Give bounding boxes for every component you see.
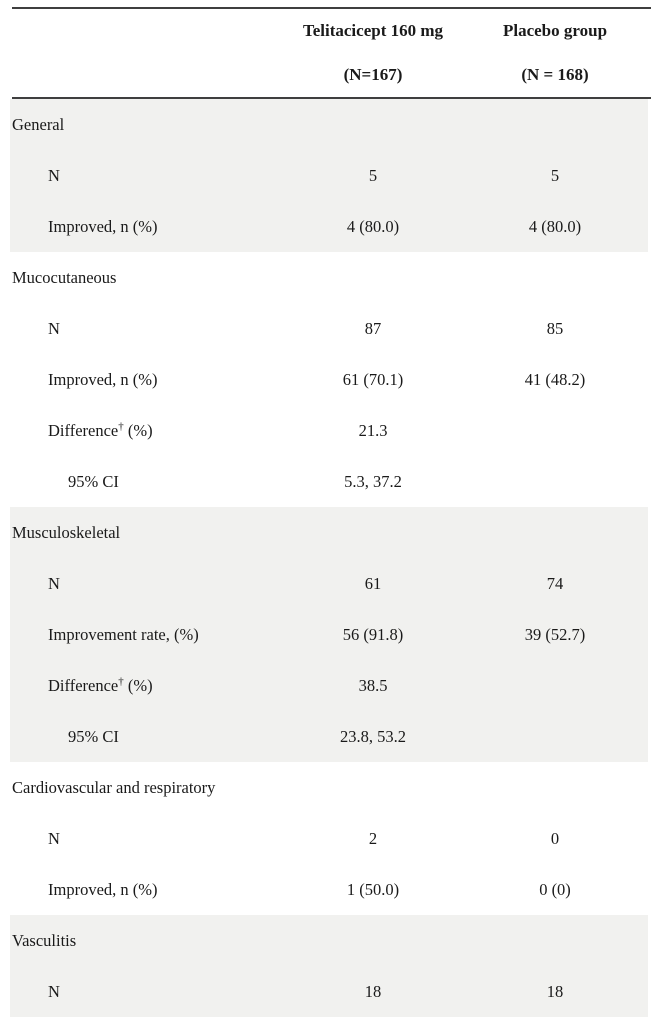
row-label: N: [10, 166, 293, 186]
section-header-row: Mucocutaneous: [10, 252, 648, 303]
section-title: Cardiovascular and respiratory: [12, 777, 216, 797]
row-label-text: Improved, n (%): [48, 216, 158, 236]
value-cell-telitacicept: 2: [368, 828, 378, 848]
table-section-general: General N 5 5 Improved, n (%) 4 (80.0) 4 (80.0…: [10, 99, 648, 252]
section-title: Mucocutaneous: [12, 267, 117, 287]
table-header: Telitacicept 160 mg Placebo group (N=167…: [10, 9, 648, 97]
dagger-superscript: †: [118, 675, 124, 687]
header-row-group-names: Telitacicept 160 mg Placebo group: [10, 9, 648, 53]
row-label: Improved, n (%): [10, 370, 293, 390]
column-subheader-placebo-n: (N = 168): [521, 65, 589, 84]
row-label-text: N: [48, 828, 60, 848]
table-row: Improved, n (%) 4 (80.0) 4 (80.0): [10, 201, 648, 252]
value-cell-placebo: 4 (80.0): [528, 216, 582, 236]
row-label-text: Improvement rate, (%): [48, 624, 199, 644]
row-label-text: 95% CI: [68, 471, 119, 491]
value-cell-telitacicept: 5: [368, 165, 378, 185]
row-label-text: N: [48, 318, 60, 338]
value-cell-placebo: 85: [546, 318, 564, 338]
row-label-text: Difference: [48, 675, 119, 695]
value-cell-telitacicept: 38.5: [358, 675, 388, 695]
value-cell-placebo: 41 (48.2): [524, 369, 586, 389]
row-label: Improved, n (%): [10, 217, 293, 237]
value-cell-placebo: 74: [546, 573, 564, 593]
section-title: General: [12, 114, 65, 134]
row-label-text: 95% CI: [68, 726, 119, 746]
row-label: N: [10, 319, 293, 339]
table-row: 95% CI 5.3, 37.2: [10, 456, 648, 507]
row-label-text: Improved, n (%): [48, 369, 158, 389]
row-label: 95% CI: [10, 472, 293, 492]
row-label: N: [10, 574, 293, 594]
value-cell-telitacicept: 87: [364, 318, 382, 338]
value-cell-placebo: 5: [550, 165, 560, 185]
section-header-row: Musculoskeletal: [10, 507, 648, 558]
row-label-suffix: (%): [123, 675, 153, 695]
header-divider-rule: [12, 97, 651, 99]
header-row-group-sizes: (N=167) (N = 168): [10, 53, 648, 97]
row-label: 95% CI: [10, 727, 293, 747]
section-title: Musculoskeletal: [12, 522, 121, 542]
value-cell-telitacicept: 1 (50.0): [346, 879, 400, 899]
row-label-text: Difference: [48, 420, 119, 440]
section-header-row: Cardiovascular and respiratory: [10, 762, 648, 813]
table-row: 95% CI 23.8, 53.2: [10, 711, 648, 762]
table-section-cardiovascular-and-respiratory: Cardiovascular and respiratory N 2 0 Improve…: [10, 762, 648, 915]
table-row: N 5 5: [10, 150, 648, 201]
row-label: Difference† (%): [10, 421, 293, 441]
value-cell-placebo: 39 (52.7): [524, 624, 586, 644]
table-section-musculoskeletal: Musculoskeletal N 61 74 Improvement rate, (%…: [10, 507, 648, 762]
table-section-mucocutaneous: Mucocutaneous N 87 85 Improved, n (%) 61 (70.…: [10, 252, 648, 507]
dagger-superscript: †: [118, 420, 124, 432]
table-row: N 2 0: [10, 813, 648, 864]
value-cell-telitacicept: 23.8, 53.2: [340, 726, 406, 746]
value-cell-telitacicept: 18: [364, 981, 382, 1001]
table-row: Difference† (%) 21.3: [10, 405, 648, 456]
section-header-row: General: [10, 99, 648, 150]
row-label: Improved, n (%): [10, 880, 293, 900]
table-row: Improved, n (%) 61 (70.1) 41 (48.2): [10, 354, 648, 405]
table-row: Difference† (%) 38.5: [10, 660, 648, 711]
row-label-text: N: [48, 981, 60, 1001]
column-header-placebo: Placebo group: [502, 21, 608, 40]
value-cell-placebo: 0: [550, 828, 560, 848]
table-sections: General N 5 5 Improved, n (%) 4 (80.0) 4 (80.0…: [10, 99, 648, 1017]
value-cell-telitacicept: 21.3: [358, 420, 388, 440]
table-row: N 87 85: [10, 303, 648, 354]
table-top-rule: [12, 7, 651, 9]
row-label: N: [10, 982, 293, 1002]
column-subheader-telitacicept-n: (N=167): [343, 65, 403, 84]
row-label-text: Improved, n (%): [48, 879, 158, 899]
table-row: N 61 74: [10, 558, 648, 609]
section-title: Vasculitis: [12, 930, 77, 950]
column-header-telitacicept: Telitacicept 160 mg: [302, 21, 444, 40]
value-cell-placebo: 18: [546, 981, 564, 1001]
table-section-vasculitis: Vasculitis N 18 18: [10, 915, 648, 1017]
row-label-text: N: [48, 165, 60, 185]
section-header-row: Vasculitis: [10, 915, 648, 966]
value-cell-telitacicept: 5.3, 37.2: [344, 471, 402, 491]
row-label: N: [10, 829, 293, 849]
row-label-suffix: (%): [123, 420, 153, 440]
value-cell-placebo: 0 (0): [539, 879, 571, 899]
value-cell-telitacicept: 4 (80.0): [346, 216, 400, 236]
table-row: N 18 18: [10, 966, 648, 1017]
row-label: Difference† (%): [10, 676, 293, 696]
row-label-text: N: [48, 573, 60, 593]
value-cell-telitacicept: 61: [364, 573, 382, 593]
table-row: Improved, n (%) 1 (50.0) 0 (0): [10, 864, 648, 915]
value-cell-telitacicept: 61 (70.1): [342, 369, 404, 389]
value-cell-telitacicept: 56 (91.8): [342, 624, 404, 644]
row-label: Improvement rate, (%): [10, 625, 293, 645]
table-row: Improvement rate, (%) 56 (91.8) 39 (52.7): [10, 609, 648, 660]
